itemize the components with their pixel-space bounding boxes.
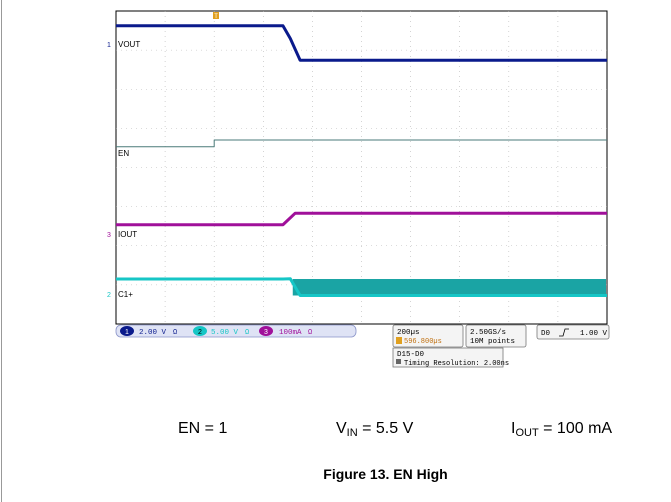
iout-value: = 100 mA <box>538 420 613 437</box>
digital-info-box <box>392 347 504 368</box>
ch3-marker: 3 <box>107 232 111 239</box>
ch2-marker: 2 <box>107 292 111 299</box>
channel-scale-box <box>115 324 357 338</box>
trigger-pos-icon <box>396 337 402 344</box>
page-left-rule <box>1 0 2 502</box>
figure-caption-text: Figure 13. EN High <box>323 466 448 482</box>
timing-icon <box>396 359 401 364</box>
ch3-badge-num: 3 <box>264 329 268 336</box>
trace-en <box>116 139 607 148</box>
ch1-badge <box>120 326 134 336</box>
record-length: 10M points <box>470 338 515 346</box>
ch2-coupling: Ω <box>245 329 249 337</box>
scope-svg: T 1 VOUT EN 3 IOUT 2 C1+ 1 2.00 V Ω 2 5.… <box>107 0 610 370</box>
ch3-scale: 100mA <box>279 329 302 337</box>
ch3-coupling: Ω <box>308 329 312 337</box>
ch3-badge <box>259 326 273 336</box>
en-label: EN <box>118 149 129 158</box>
scope-status-bar: 1 2.00 V Ω 2 5.00 V Ω 3 100mA Ω 200µs 59… <box>115 324 610 368</box>
vin-condition: VIN = 5.5 V <box>336 420 413 439</box>
ch2-scale: 5.00 V <box>211 329 239 337</box>
c1plus-label: C1+ <box>118 290 133 299</box>
c1plus-ripple-band <box>292 279 606 296</box>
sample-rate: 2.50GS/s <box>470 329 506 337</box>
iout-subscript: OUT <box>515 427 539 439</box>
trace-iout <box>116 211 607 227</box>
trigger-level: 1.00 V <box>580 330 608 338</box>
timebase-box <box>392 324 464 348</box>
iout-label: IOUT <box>118 230 137 239</box>
trace-vout <box>116 24 607 62</box>
trigger-pos-value: 596.800µs <box>404 338 442 346</box>
ch2-badge <box>193 326 207 336</box>
vout-label: VOUT <box>118 40 140 49</box>
iout-condition: IOUT = 100 mA <box>511 420 612 439</box>
trigger-marker-icon <box>213 12 219 19</box>
vin-symbol: V <box>336 420 347 437</box>
oscilloscope-screenshot: T 1 VOUT EN 3 IOUT 2 C1+ 1 2.00 V Ω 2 5.… <box>107 0 610 370</box>
ch1-badge-num: 1 <box>125 329 129 336</box>
vin-value: = 5.5 V <box>357 420 414 437</box>
ch2-badge-num: 2 <box>198 329 202 336</box>
timing-resolution: Timing Resolution: 2.00ns <box>404 360 509 368</box>
rising-edge-icon <box>559 328 569 337</box>
test-conditions: EN = 1 VIN = 5.5 V IOUT = 100 mA <box>0 420 671 444</box>
vin-subscript: IN <box>346 427 358 439</box>
traces <box>116 24 607 297</box>
acquisition-box <box>465 324 527 348</box>
figure-caption: Figure 13. EN High <box>0 466 671 482</box>
timebase-value: 200µs <box>397 329 420 337</box>
en-condition: EN = 1 <box>178 420 228 437</box>
trigger-box <box>536 324 610 340</box>
ch1-marker: 1 <box>107 42 111 49</box>
digital-range: D15-D0 <box>397 351 425 359</box>
ch1-coupling: Ω <box>173 329 177 337</box>
ch1-scale: 2.00 V <box>139 329 167 337</box>
trace-c1plus <box>116 277 607 297</box>
trigger-source: D0 <box>541 330 551 338</box>
iout-symbol: I <box>511 420 516 437</box>
trigger-marker-label: T <box>214 13 218 20</box>
